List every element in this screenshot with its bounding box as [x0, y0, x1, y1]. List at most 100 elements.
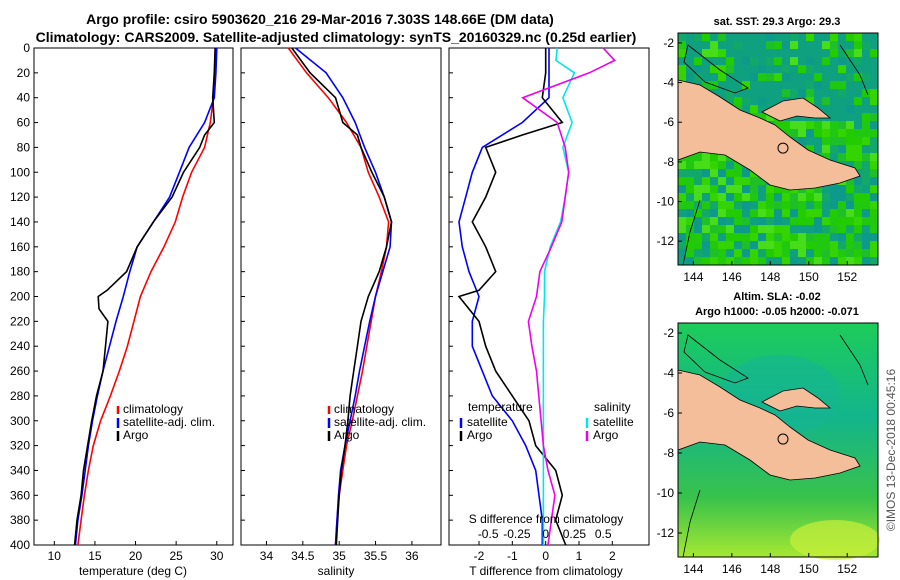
map-x-tick-label: 152: [837, 562, 857, 576]
sst-cell: [814, 81, 822, 89]
temperature-panel: 0 20 40 60 80 100 120 140 160 180 200 220 240 260 280 3…: [10, 41, 234, 578]
sst-cell: [766, 57, 774, 65]
sst-cell: [838, 145, 846, 153]
sst-cell: [774, 73, 782, 81]
sst-cell: [846, 49, 854, 57]
sst-cell: [862, 105, 870, 113]
sst-cell: [734, 73, 742, 81]
sst-cell: [870, 121, 878, 129]
x-tick-label: -2: [474, 549, 485, 563]
sst-cell: [830, 89, 838, 97]
depth-tick-label: 180: [10, 265, 30, 279]
sst-cell: [798, 113, 806, 121]
sst-cell: [782, 81, 790, 89]
sst-cell: [790, 57, 798, 65]
sst-cell: [742, 193, 750, 201]
sst-cell: [870, 185, 878, 193]
sst-cell: [798, 65, 806, 73]
sst-cell: [830, 113, 838, 121]
sst-cell: [782, 121, 790, 129]
sst-cell: [806, 49, 814, 57]
sst-cell: [870, 145, 878, 153]
sst-cell: [854, 113, 862, 121]
sst-cell: [750, 89, 758, 97]
sst-cell: [822, 153, 830, 161]
sst-cell: [782, 217, 790, 225]
sst-cell: [838, 73, 846, 81]
sst-cell: [678, 209, 686, 217]
sst-cell: [862, 113, 870, 121]
sst-cell: [694, 201, 702, 209]
sst-cell: [742, 217, 750, 225]
sst-cell: [742, 49, 750, 57]
sst-cell: [846, 33, 854, 41]
depth-tick-label: 140: [10, 215, 30, 229]
sst-cell: [734, 89, 742, 97]
sst-cell: [758, 57, 766, 65]
sst-cell: [710, 201, 718, 209]
sst-cell: [694, 249, 702, 257]
sst-cell: [702, 177, 710, 185]
sst-cell: [862, 209, 870, 217]
sst-cell: [830, 73, 838, 81]
sst-cell: [686, 49, 694, 57]
sst-cell: [870, 217, 878, 225]
sst-cell: [846, 257, 854, 265]
sst-cell: [718, 241, 726, 249]
sst-cell: [870, 249, 878, 257]
sst-cell: [750, 73, 758, 81]
sst-cell: [822, 225, 830, 233]
depth-tick-label: 260: [10, 364, 30, 378]
sst-cell: [686, 209, 694, 217]
sst-cell: [822, 49, 830, 57]
sla-map-new-ireland: [839, 334, 869, 386]
sst-cell: [726, 217, 734, 225]
map-y-tick-label: -2: [663, 326, 674, 340]
sst-cell: [718, 57, 726, 65]
sst-cell: [750, 105, 758, 113]
sla-map-anomaly-yellow: [790, 520, 880, 560]
map-y-tick-label: -8: [663, 446, 674, 460]
sst-cell: [862, 145, 870, 153]
sst-cell: [750, 177, 758, 185]
sst-cell: [766, 217, 774, 225]
sst-cell: [766, 185, 774, 193]
sst-cell: [678, 201, 686, 209]
depth-tick-label: 0: [23, 41, 30, 55]
sst-cell: [838, 81, 846, 89]
sst-cell: [734, 249, 742, 257]
sst-cell: [750, 97, 758, 105]
sst-cell: [726, 225, 734, 233]
sst-cell: [750, 201, 758, 209]
sst-cell: [710, 257, 718, 265]
sst-cell: [870, 73, 878, 81]
sst-cell: [782, 257, 790, 265]
sst-cell: [814, 233, 822, 241]
sst-map-frame: [677, 32, 879, 266]
sst-cell: [838, 97, 846, 105]
sst-cell: [734, 185, 742, 193]
sst-cell: [750, 249, 758, 257]
sst-cell: [774, 225, 782, 233]
depth-tick-label: 320: [10, 439, 30, 453]
sst-cell: [694, 33, 702, 41]
sst-cell: [758, 97, 766, 105]
sst-cell: [838, 49, 846, 57]
sst-cell: [790, 73, 798, 81]
sla-map-subtitle: Argo h1000: -0.05 h2000: -0.071: [695, 306, 859, 318]
sst-cell: [686, 241, 694, 249]
sst-cell: [678, 225, 686, 233]
sst-cell: [726, 257, 734, 265]
series-line-s-satellite: [542, 47, 576, 545]
sst-cell: [750, 81, 758, 89]
map-x-tick-label: 152: [837, 270, 857, 284]
x-tick-label: -1: [507, 549, 518, 563]
sst-cell: [718, 249, 726, 257]
sst-cell: [766, 81, 774, 89]
sst-cell: [846, 41, 854, 49]
sst-cell: [718, 153, 726, 161]
sst-cell: [862, 81, 870, 89]
sst-cell: [862, 257, 870, 265]
sst-cell: [822, 33, 830, 41]
s-tick-label: 0.25: [563, 527, 587, 541]
